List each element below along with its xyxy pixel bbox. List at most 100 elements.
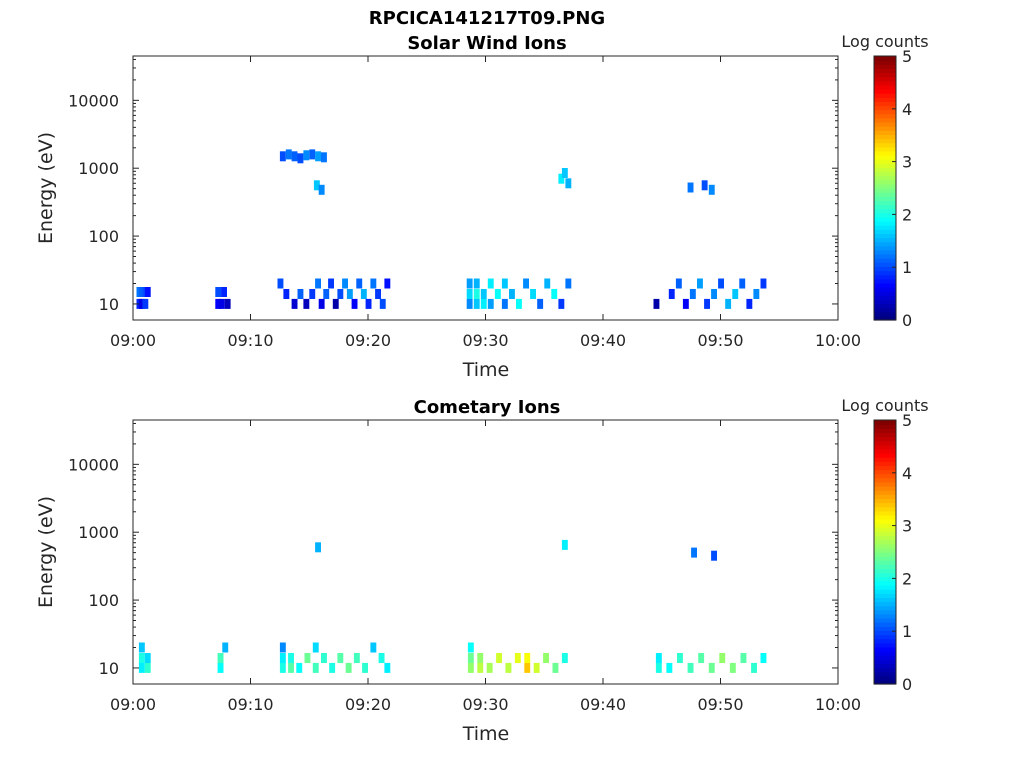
colorbar-tick-label: 5 — [902, 411, 912, 430]
colorbar-segment — [874, 315, 896, 321]
heatmap-cell — [337, 289, 344, 299]
heatmap-cell — [384, 662, 391, 673]
colorbar-segment — [874, 155, 896, 160]
heatmap-cell — [740, 653, 747, 663]
x-tick-label: 09:10 — [227, 695, 273, 714]
colorbar-segment — [874, 626, 896, 631]
heatmap-cell — [551, 289, 558, 299]
colorbar-segment — [874, 254, 896, 259]
colorbar-segment — [874, 634, 896, 640]
heatmap-cell — [711, 289, 717, 299]
colorbar-segment — [874, 183, 896, 189]
colorbar-segment — [874, 547, 896, 553]
colorbar-segment — [874, 163, 896, 168]
heatmap-cell — [291, 151, 298, 162]
heatmap-cell — [689, 289, 696, 299]
heatmap-cell — [309, 289, 316, 299]
heatmap-cell — [217, 662, 224, 673]
y-tick-label: 100 — [88, 227, 119, 246]
colorbar-segment — [874, 56, 896, 61]
colorbar-segment — [874, 60, 896, 65]
heatmap-cell — [760, 653, 767, 663]
colorbar-segment — [874, 175, 896, 181]
heatmap-cell — [514, 653, 521, 663]
heatmap-cell — [655, 653, 662, 663]
colorbar-segment — [874, 200, 896, 206]
colorbar-segment — [874, 473, 896, 479]
heatmap-cell — [144, 662, 151, 673]
heatmap-cell — [466, 298, 473, 309]
heatmap-cell — [516, 298, 522, 309]
heatmap-cell — [718, 278, 724, 289]
colorbar-segment — [874, 580, 896, 586]
x-ticks-cometary: 09:00 09:10 09:20 09:30 09:40 09:50 10:00 — [110, 420, 861, 714]
colorbar-segment — [874, 303, 896, 309]
heatmap-cell — [138, 298, 145, 309]
colorbar-tick-label: 4 — [902, 464, 912, 483]
heatmap-cell — [687, 182, 694, 193]
heatmap-cell — [687, 662, 694, 673]
colorbar-segment — [874, 663, 896, 669]
colorbar-tick-label: 2 — [902, 205, 912, 224]
colorbar-segment — [874, 233, 896, 239]
heatmap-cell — [496, 653, 502, 663]
colorbar-segment — [874, 192, 896, 197]
colorbar-segment — [874, 117, 896, 123]
colorbar-segment — [874, 76, 896, 82]
heatmap-cell — [370, 278, 377, 289]
colorbar-segment — [874, 535, 896, 541]
heatmap-cell — [473, 289, 480, 299]
heatmap-cell — [753, 289, 760, 299]
colorbar-segment — [874, 552, 896, 557]
heatmap-cell — [708, 184, 715, 195]
x-axis-label-cometary: Time — [462, 723, 510, 745]
heatmap-cell — [708, 662, 715, 673]
y-tick-label: 10 — [99, 295, 119, 314]
heatmap-cell — [473, 278, 480, 289]
heatmap-cometary — [138, 539, 767, 673]
heatmap-cell — [682, 298, 689, 309]
colorbar-segment — [874, 122, 896, 127]
x-tick-label: 09:00 — [110, 695, 156, 714]
colorbar-segment — [874, 523, 896, 528]
colorbar-segment — [874, 539, 896, 545]
heatmap-cell — [558, 298, 565, 309]
colorbar-segment — [874, 457, 896, 462]
colorbar-segment — [874, 597, 896, 603]
colorbar-segment — [874, 675, 896, 681]
heatmap-cell — [533, 662, 540, 673]
colorbar-segment — [874, 311, 896, 317]
y-tick-label: 100 — [88, 591, 119, 610]
heatmap-cell — [467, 653, 474, 663]
heatmap-cell — [315, 151, 321, 162]
colorbar-segment — [874, 564, 896, 570]
colorbar-segment — [874, 589, 896, 594]
colorbar-segment — [874, 424, 896, 429]
colorbar-segment — [874, 667, 896, 673]
heatmap-cell — [666, 662, 673, 673]
colorbar-segment — [874, 568, 896, 574]
colorbar-segment — [874, 572, 896, 578]
colorbar-segment — [874, 519, 896, 524]
heatmap-cell — [346, 289, 353, 299]
heatmap-cell — [337, 653, 344, 663]
colorbar-segment — [874, 299, 896, 305]
heatmap-cell — [487, 278, 494, 289]
y-tick-label: 1000 — [78, 523, 119, 542]
x-tick-label: 09:20 — [345, 695, 391, 714]
heatmap-cell — [315, 542, 321, 553]
heatmap-cell — [751, 662, 757, 673]
colorbar-segment — [874, 282, 896, 288]
colorbar-segment — [874, 295, 896, 300]
colorbar-segment — [874, 126, 896, 131]
heatmap-cell — [561, 653, 568, 663]
colorbar-segment — [874, 291, 896, 296]
heatmap-cell — [288, 662, 294, 673]
colorbar-segment — [874, 93, 896, 98]
heatmap-cell — [725, 298, 732, 309]
heatmap-cell — [351, 298, 358, 309]
heatmap-cell — [313, 180, 320, 191]
colorbar-label-solar-wind: Log counts — [841, 32, 928, 51]
heatmap-cell — [466, 278, 473, 289]
colorbar-segment — [874, 432, 896, 438]
